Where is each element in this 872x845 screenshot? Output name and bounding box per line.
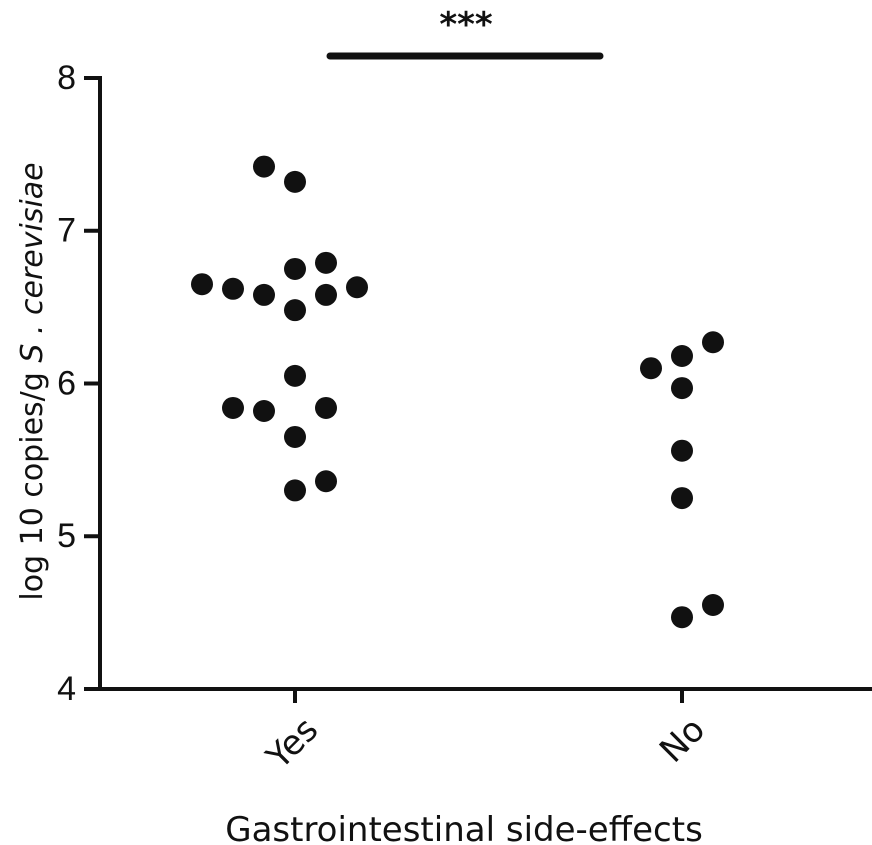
y-tick-label: 8 bbox=[57, 59, 76, 97]
y-axis-label-species: S . cerevisiae bbox=[15, 162, 50, 362]
data-point bbox=[284, 257, 306, 280]
y-tick-label: 4 bbox=[57, 670, 76, 708]
y-tick-label: 7 bbox=[57, 212, 76, 250]
y-tick-label: 5 bbox=[57, 517, 76, 555]
data-point bbox=[315, 396, 337, 419]
data-point bbox=[284, 170, 306, 193]
axes bbox=[98, 76, 872, 691]
data-point bbox=[702, 331, 724, 354]
data-point bbox=[702, 593, 724, 616]
significance-annotation: *** bbox=[326, 5, 604, 60]
data-point bbox=[253, 399, 275, 422]
data-point bbox=[671, 345, 693, 368]
data-point bbox=[671, 606, 693, 629]
data-point bbox=[253, 155, 275, 178]
data-point bbox=[315, 470, 337, 493]
data-point bbox=[222, 277, 244, 300]
data-point bbox=[253, 283, 275, 306]
data-point bbox=[346, 276, 368, 299]
x-ticks: Yes No bbox=[258, 689, 713, 778]
data-point bbox=[222, 396, 244, 419]
y-axis-label-prefix: log 10 copies/g bbox=[15, 363, 50, 601]
data-point bbox=[671, 487, 693, 510]
y-ticks: 4 5 6 7 8 bbox=[57, 59, 100, 708]
y-axis-label: log 10 copies/g S . cerevisiae bbox=[15, 162, 50, 600]
significance-label: *** bbox=[439, 5, 493, 45]
data-point bbox=[671, 439, 693, 462]
data-point bbox=[315, 283, 337, 306]
data-point bbox=[284, 299, 306, 322]
data-point bbox=[284, 479, 306, 502]
x-tick-label: Yes bbox=[258, 710, 326, 778]
data-point bbox=[284, 425, 306, 448]
data-point bbox=[671, 377, 693, 400]
data-point bbox=[315, 251, 337, 274]
data-points bbox=[191, 155, 724, 629]
y-tick-label: 6 bbox=[57, 364, 76, 402]
data-point bbox=[191, 273, 213, 296]
x-axis-label: Gastrointestinal side-effects bbox=[225, 810, 703, 845]
data-point bbox=[640, 357, 662, 380]
x-tick-label: No bbox=[652, 710, 713, 771]
data-point bbox=[284, 364, 306, 387]
